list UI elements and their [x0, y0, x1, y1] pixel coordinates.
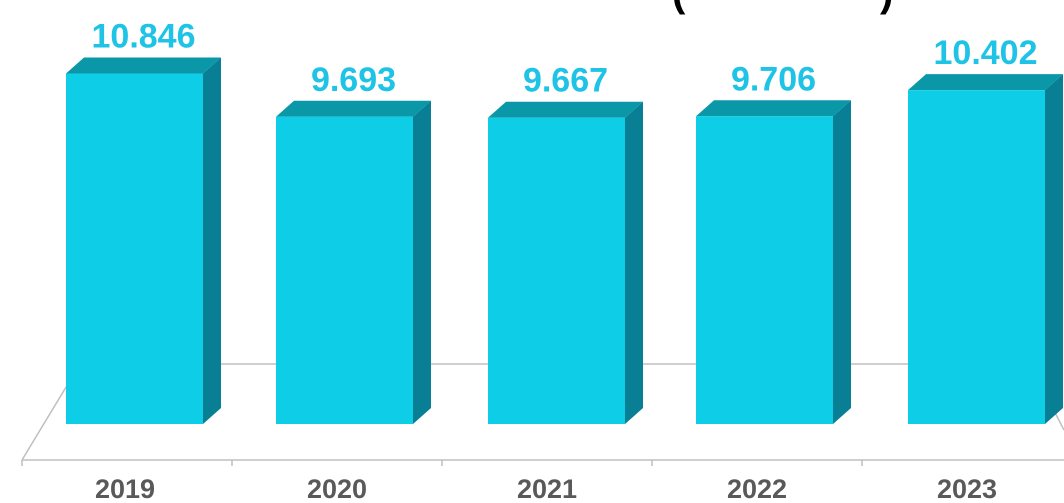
- category-labels-group: 2019 2020 2021 2022 2023: [95, 474, 997, 503]
- bar-side-2019: [203, 57, 221, 425]
- category-label-2022: 2022: [727, 474, 787, 503]
- category-label-2019: 2019: [95, 474, 155, 503]
- bar-2020: [276, 116, 413, 424]
- bar-top-2021: [488, 101, 643, 118]
- bar-top-2019: [66, 57, 221, 74]
- bars-group: [66, 57, 1063, 425]
- chart-title-close-paren: ): [880, 0, 893, 15]
- bar-side-2023: [1045, 74, 1063, 425]
- bar-top-2020: [276, 100, 431, 117]
- category-label-2023: 2023: [937, 474, 997, 503]
- value-labels-group: 10.846 9.693 9.667 9.706 10.402: [92, 18, 1038, 100]
- value-label-2019: 10.846: [92, 18, 196, 56]
- bar-side-2022: [833, 100, 851, 425]
- bar-2022: [696, 116, 833, 425]
- value-label-2021: 9.667: [523, 62, 608, 100]
- bar-2021: [488, 117, 625, 425]
- value-label-2020: 9.693: [311, 61, 396, 99]
- bar-top-2023: [908, 74, 1063, 91]
- category-label-2021: 2021: [517, 474, 577, 503]
- bar-side-2020: [413, 100, 431, 424]
- chart-title-open-paren: (: [672, 0, 686, 15]
- bar-side-2021: [625, 101, 643, 425]
- x-axis-ticks: [21, 460, 863, 466]
- value-label-2023: 10.402: [934, 34, 1038, 72]
- category-label-2020: 2020: [307, 474, 367, 503]
- value-label-2022: 9.706: [731, 60, 816, 98]
- bar-2023: [908, 90, 1045, 425]
- bar-2019: [66, 73, 203, 425]
- bar-top-2022: [696, 100, 851, 117]
